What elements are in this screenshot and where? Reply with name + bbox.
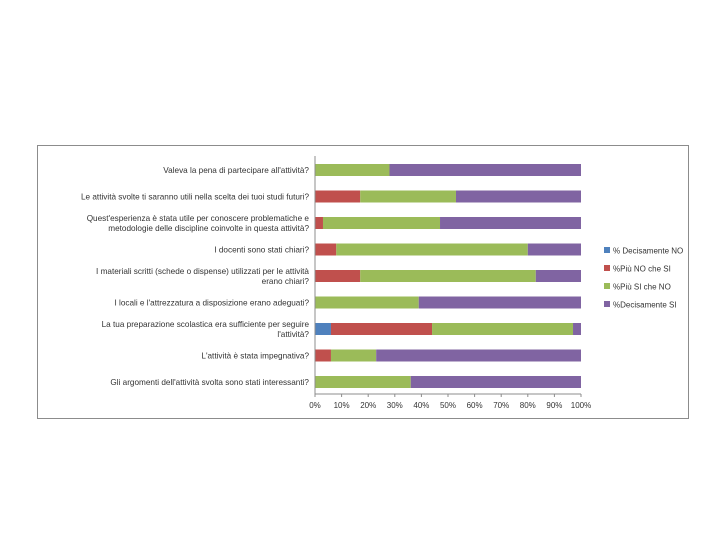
bar-segment <box>336 243 528 256</box>
bar-segment <box>315 270 361 282</box>
category-label: I docenti sono stati chiari? <box>214 246 309 255</box>
x-tick-label: 90% <box>546 401 562 410</box>
x-tick-label: 30% <box>387 401 403 410</box>
axis-layer: 0% 10% 20% 30% 40% 50% 60% 70% 80% 90% 100% <box>309 156 591 410</box>
bar-segment <box>573 323 581 335</box>
bar-segment <box>389 164 581 176</box>
bar-segment <box>315 217 323 229</box>
x-tick-label: 20% <box>360 401 376 410</box>
legend-label: %Più NO che SI <box>613 265 671 274</box>
x-tick-label: 0% <box>309 401 321 410</box>
category-labels: Valeva la pena di partecipare all'attivi… <box>81 166 309 387</box>
category-label: metodologie delle discipline coinvolte i… <box>108 224 309 233</box>
category-label: Quest'esperienza è stata utile per conos… <box>87 214 310 223</box>
bar-segment <box>315 296 419 309</box>
category-label: I materiali scritti (schede o dispense) … <box>96 267 309 276</box>
legend-swatch <box>604 283 610 289</box>
bar-segment <box>315 323 331 335</box>
x-tick-label: 60% <box>467 401 483 410</box>
stacked-bar-chart: 0% 10% 20% 30% 40% 50% 60% 70% 80% 90% 100% Valeva… <box>81 156 683 410</box>
legend-label: % Decisamente NO <box>613 247 683 256</box>
x-tick-label: 40% <box>413 401 429 410</box>
bar-segment <box>418 296 581 309</box>
bar-segment <box>376 349 581 362</box>
bars-layer <box>315 164 581 388</box>
category-label: La tua preparazione scolastica era suffi… <box>102 320 310 329</box>
category-label: Gli argomenti dell'attività svolta sono … <box>110 378 309 387</box>
x-tick-label: 70% <box>493 401 509 410</box>
bar-segment <box>315 164 390 176</box>
bar-segment <box>315 243 337 256</box>
bar-segment <box>360 190 456 203</box>
x-tick-label: 80% <box>520 401 536 410</box>
bar-segment <box>330 323 433 335</box>
bar-segment <box>455 190 581 203</box>
legend-label: %Più SI che NO <box>613 283 671 292</box>
legend-label: %Decisamente SI <box>613 301 677 310</box>
category-label: erano chiari? <box>262 277 310 286</box>
bar-segment <box>410 376 581 388</box>
legend-swatch <box>604 247 610 253</box>
bar-segment <box>535 270 581 282</box>
legend-swatch <box>604 265 610 271</box>
x-tick-label: 50% <box>440 401 456 410</box>
bar-segment <box>315 190 361 203</box>
bar-segment <box>360 270 536 282</box>
bar-segment <box>440 217 581 229</box>
category-label: l'attività? <box>277 330 309 339</box>
bar-segment <box>315 349 331 362</box>
legend-swatch <box>604 301 610 307</box>
chart-frame: 0% 10% 20% 30% 40% 50% 60% 70% 80% 90% 100% Valeva… <box>37 145 689 419</box>
bar-segment <box>527 243 581 256</box>
bar-segment <box>322 217 441 229</box>
x-tick-label: 10% <box>334 401 350 410</box>
category-label: L'attività è stata impegnativa? <box>201 352 309 361</box>
category-label: I locali e l'attrezzatura a disposizione… <box>114 299 309 308</box>
x-tick-label: 100% <box>571 401 591 410</box>
category-label: Le attività svolte ti saranno utili nell… <box>81 193 309 202</box>
legend: % Decisamente NO %Più NO che SI %Più SI ch… <box>604 247 683 310</box>
category-label: Valeva la pena di partecipare all'attivi… <box>163 166 309 175</box>
bar-segment <box>315 376 411 388</box>
bar-segment <box>330 349 377 362</box>
bar-segment <box>432 323 574 335</box>
